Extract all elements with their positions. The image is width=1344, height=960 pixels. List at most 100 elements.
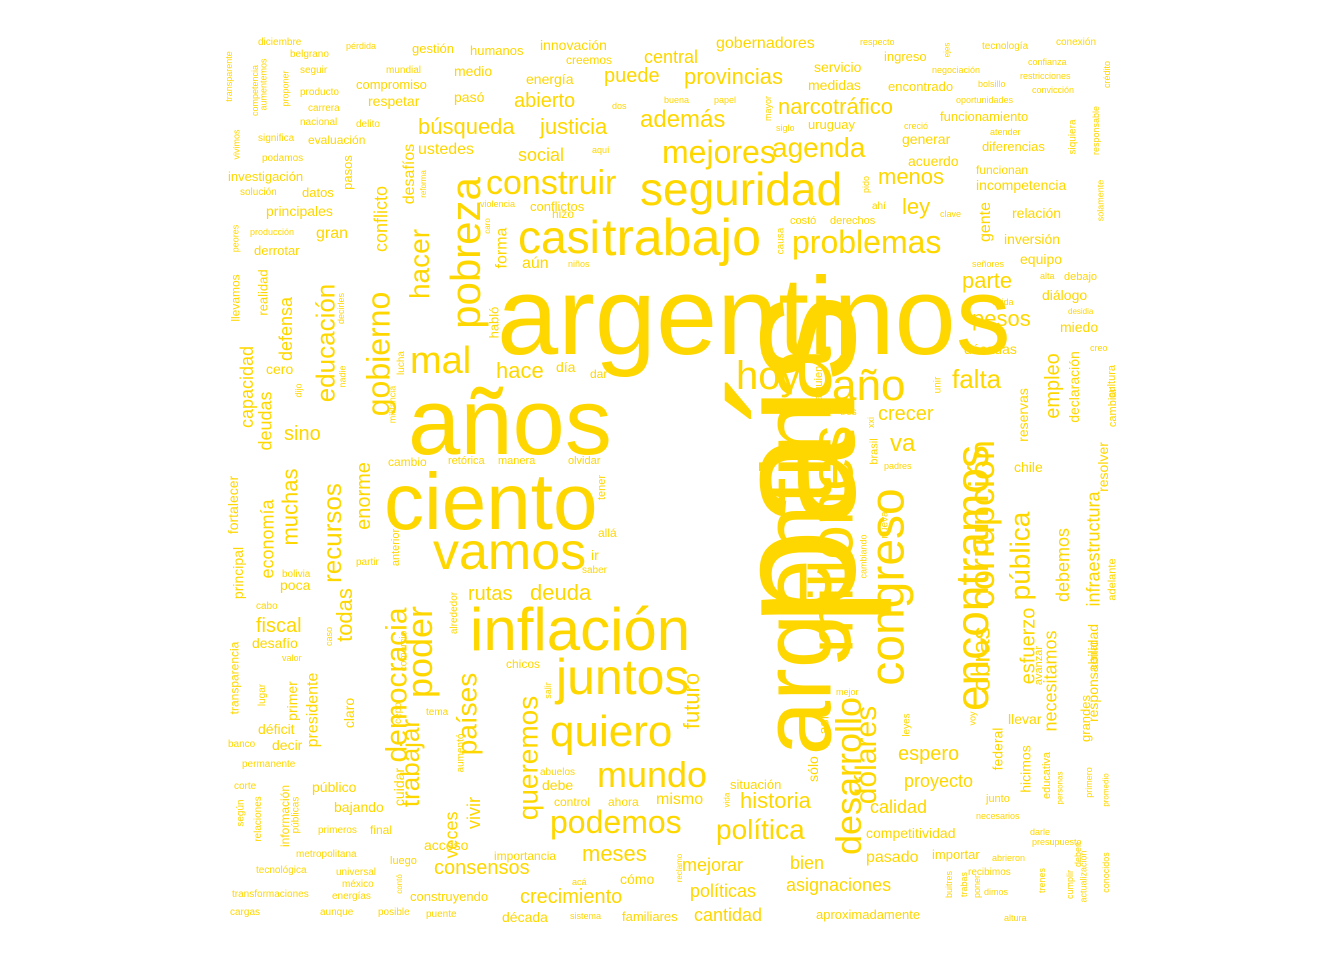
word: menos [878,164,945,189]
word: cambio [388,455,427,469]
word: luego [390,855,417,867]
word: juntos [556,649,690,705]
word: crecimiento [520,886,623,908]
word: servicio [814,59,862,75]
word: hace [496,358,544,383]
word: cumplir [1065,869,1076,900]
word: valor [282,653,302,663]
word: presupuesto [1032,837,1082,847]
word: política [716,814,805,845]
word: información [278,784,293,848]
word: ingreso [884,49,927,64]
word: medidas [808,77,861,93]
word: desidia [1068,307,1094,316]
word: cambiando [858,534,869,579]
word: investigación [228,169,304,184]
word: desafíos [401,143,419,205]
word: problemas [792,224,942,260]
word: bajando [334,799,384,815]
word: chicos [506,657,541,671]
word: universal [336,867,377,878]
word: chile [1014,459,1043,475]
word: provincias [684,64,784,89]
word: todas [331,588,357,642]
word: agenda [772,132,866,163]
word: años [408,369,612,474]
word: públicas [290,796,302,834]
word: primeros [318,825,357,836]
word: avanzar [1033,645,1046,686]
word: respetar [368,93,420,109]
word: espero [898,743,960,765]
word: asignaciones [786,875,892,895]
word: central [644,47,699,67]
word: debajo [1064,271,1098,283]
word: trabajo [602,209,761,267]
word: incompetencia [976,177,1067,193]
word: ejes [942,42,952,58]
word: niños [568,259,590,269]
word: vivir [464,797,484,829]
word: diciembre [258,37,302,48]
word: social [518,145,565,165]
word: aproximadamente [816,907,921,922]
word: ahora [608,795,639,809]
word: costó [790,215,817,227]
word: belgrano [290,49,329,60]
word: enorme [352,462,375,530]
word: capacidad [237,345,258,429]
word: reforma [418,170,428,198]
word: meses [582,841,647,866]
word: conflicto [371,185,392,253]
word: energías [332,891,371,902]
word: gran [316,225,349,242]
word: poner [972,874,983,899]
word: dólares [850,705,884,805]
word: acceso [424,837,469,853]
word: evaluación [308,133,366,147]
word: anterior [390,528,403,567]
word: infraestructura [1083,491,1104,607]
word: promedio [1101,773,1111,807]
word: situación [730,777,782,792]
word: manera [498,455,536,467]
word: atender [990,127,1021,137]
word: peores [230,224,241,253]
word: dar [590,367,608,381]
word: abierto [514,90,576,112]
word: casi [518,211,600,263]
word: respecto [860,37,895,47]
word: derechos [830,215,876,227]
word: comercio [398,630,410,672]
word: aunque [320,907,354,918]
word: negociación [932,65,981,75]
word: generar [902,131,951,147]
word: construyendo [410,889,489,904]
word: convicción [1032,85,1075,95]
word: nueva [879,511,891,539]
word: miedo [1060,319,1099,335]
word: décadas [964,341,1017,357]
word: dijo [293,383,304,398]
word: alguien [813,365,826,402]
word: actualización [1078,850,1089,903]
word: debemos [1053,527,1074,603]
word: ley [902,194,931,219]
word: tres [840,407,857,418]
word: saber [582,565,608,576]
word: bolivia [282,569,311,580]
word: carrera [308,103,340,114]
word: creció [904,121,929,131]
word: cero [266,361,294,377]
word: mejorar [682,855,744,875]
word: fiscal [256,615,302,637]
word: tecnología [982,41,1029,52]
word: vamos [433,523,587,581]
word: mejores [662,134,776,170]
word: diálogo [1042,287,1088,303]
word: hacer [404,228,436,300]
word: así [815,715,832,735]
word: vivimos [231,129,242,160]
word: corte [234,781,257,792]
